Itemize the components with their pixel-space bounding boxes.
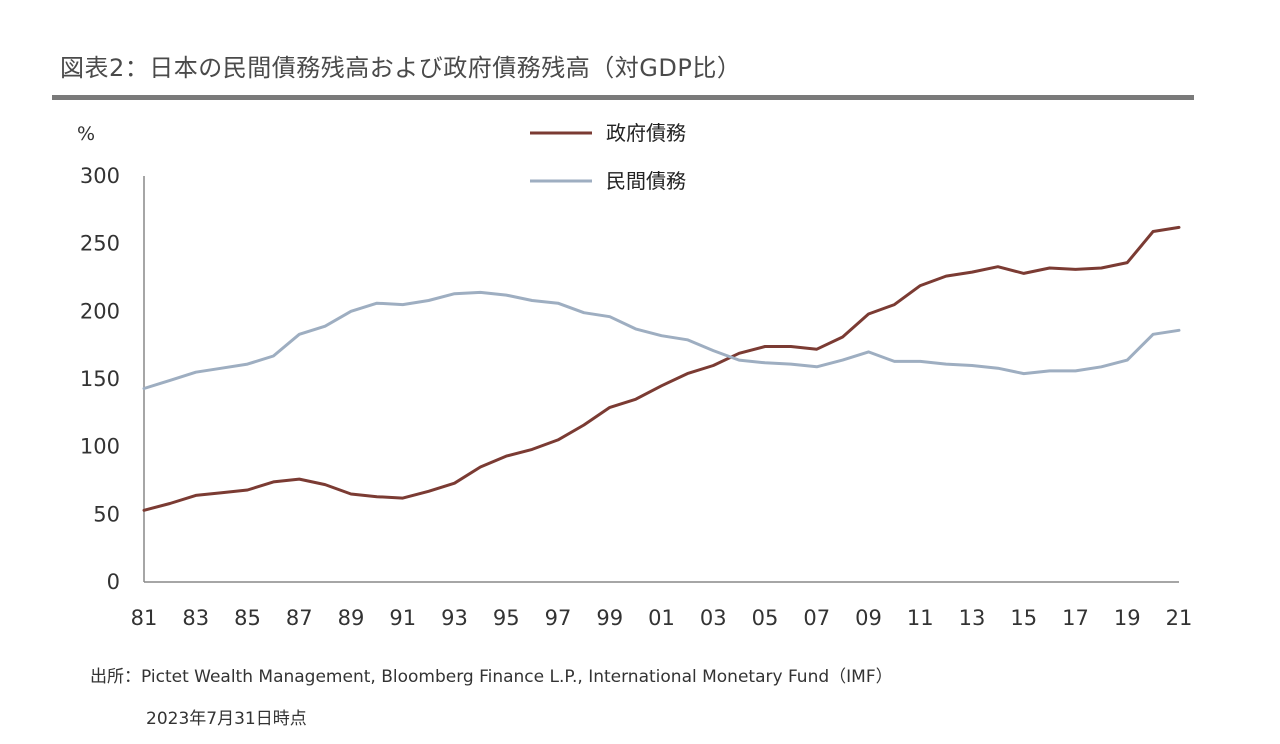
y-tick-label: 250 [80, 232, 120, 256]
x-tick-label: 85 [234, 606, 261, 630]
series-line-government-debt [142, 225, 1181, 512]
series-lines [142, 225, 1181, 512]
x-tick-label: 83 [182, 606, 209, 630]
x-tick-label: 01 [648, 606, 675, 630]
x-tick-label: 05 [752, 606, 779, 630]
x-tick-label: 89 [338, 606, 365, 630]
x-tick-label: 17 [1062, 606, 1089, 630]
x-tick-label: 93 [441, 606, 468, 630]
as-of-date: 2023年7月31日時点 [146, 709, 307, 729]
x-tick-label: 21 [1166, 606, 1193, 630]
x-tick-label: 09 [855, 606, 882, 630]
source-note: 出所：Pictet Wealth Management, Bloomberg F… [90, 667, 893, 687]
series-line-private-debt [142, 290, 1181, 390]
x-axis-ticks: 81 83 85 87 89 91 93 95 97 99 01 03 05 07 09 11 13 15 17 19… [131, 606, 1193, 630]
legend-label: 政府債務 [606, 121, 686, 145]
y-tick-label: 200 [80, 299, 120, 323]
x-tick-label: 19 [1114, 606, 1141, 630]
x-tick-label: 91 [389, 606, 416, 630]
x-tick-label: 97 [545, 606, 572, 630]
y-tick-label: 0 [107, 570, 120, 594]
y-tick-label: 50 [93, 502, 120, 526]
x-tick-label: 11 [907, 606, 934, 630]
x-tick-label: 15 [1010, 606, 1037, 630]
chart-title: 図表2：日本の民間債務残高および政府債務残高（対GDP比） [60, 54, 742, 82]
y-tick-label: 150 [80, 367, 120, 391]
title-divider [52, 95, 1194, 100]
x-tick-label: 95 [493, 606, 520, 630]
x-tick-label: 13 [959, 606, 986, 630]
legend-label: 民間債務 [606, 169, 686, 193]
x-tick-label: 99 [596, 606, 623, 630]
x-tick-label: 07 [803, 606, 830, 630]
y-tick-label: 300 [80, 164, 120, 188]
x-tick-label: 87 [286, 606, 313, 630]
y-tick-label: 100 [80, 435, 120, 459]
x-tick-label: 81 [131, 606, 158, 630]
x-tick-label: 03 [700, 606, 727, 630]
y-axis-ticks: 0 50 100 150 200 250 300 [80, 164, 120, 594]
y-axis-unit-label: % [77, 123, 95, 145]
